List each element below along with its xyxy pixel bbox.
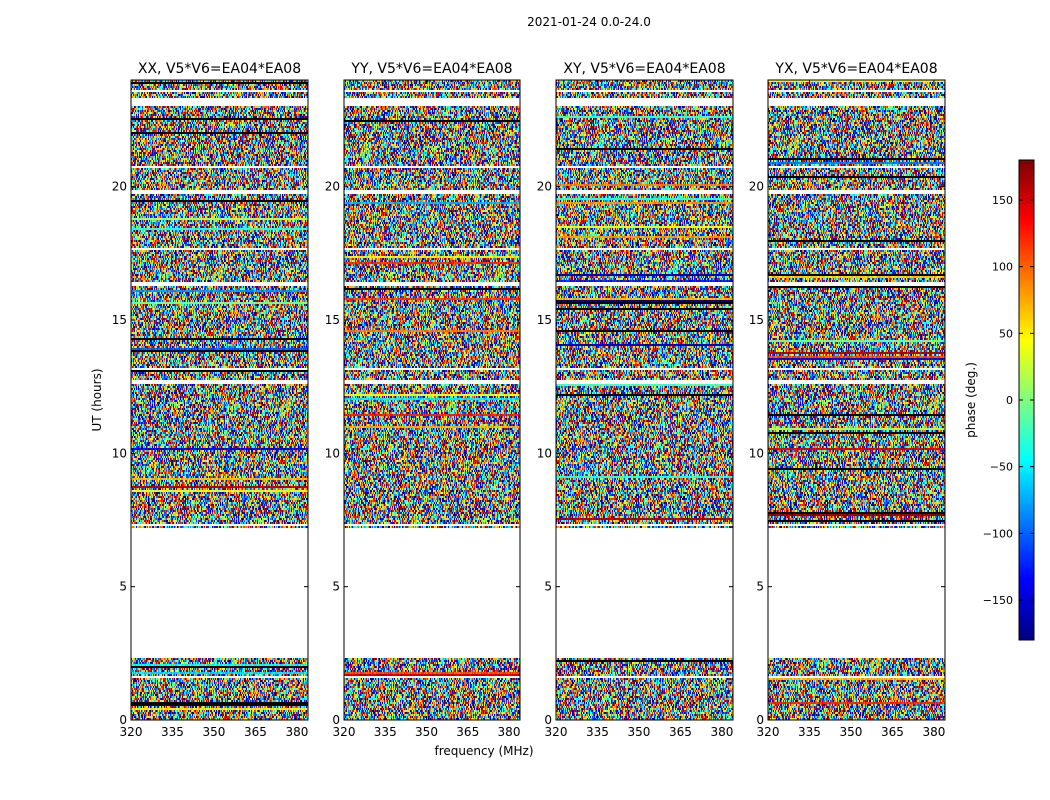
- panel-title: XX, V5*V6=EA04*EA08: [138, 61, 301, 77]
- x-tick-label: 320: [757, 725, 780, 739]
- y-tick-label: 10: [537, 446, 552, 460]
- panel-title: YX, V5*V6=EA04*EA08: [774, 61, 937, 77]
- y-tick-label: 15: [112, 313, 127, 327]
- y-tick-label: 5: [119, 580, 127, 594]
- y-axis-label: UT (hours): [90, 368, 104, 431]
- colorbar: [1019, 160, 1034, 640]
- colorbar-tick-label: 100: [992, 261, 1013, 274]
- y-tick-label: 0: [332, 713, 340, 727]
- heatmap-yy: [344, 80, 520, 720]
- x-tick-label: 365: [669, 725, 692, 739]
- x-axis-label: frequency (MHz): [434, 744, 533, 758]
- y-tick-label: 10: [749, 446, 764, 460]
- colorbar-tick-label: 0: [1006, 394, 1013, 407]
- y-tick-label: 15: [325, 313, 340, 327]
- y-tick-label: 5: [756, 580, 764, 594]
- y-tick-label: 15: [749, 313, 764, 327]
- panel-title: XY, V5*V6=EA04*EA08: [563, 61, 725, 77]
- x-tick-label: 320: [120, 725, 143, 739]
- x-tick-label: 335: [586, 725, 609, 739]
- panel-title: YY, V5*V6=EA04*EA08: [350, 61, 512, 77]
- y-tick-label: 0: [544, 713, 552, 727]
- y-tick-label: 0: [756, 713, 764, 727]
- colorbar-tick-label: −100: [983, 527, 1013, 540]
- x-tick-label: 380: [922, 725, 945, 739]
- x-tick-label: 350: [628, 725, 651, 739]
- y-tick-label: 20: [325, 180, 340, 194]
- colorbar-tick-label: 50: [999, 327, 1013, 340]
- x-tick-label: 335: [161, 725, 184, 739]
- panel-frame: [767, 79, 946, 721]
- chart-title: 2021-01-24 0.0-24.0: [527, 15, 651, 29]
- x-tick-label: 320: [545, 725, 568, 739]
- y-tick-label: 20: [749, 180, 764, 194]
- y-tick-label: 0: [119, 713, 127, 727]
- x-tick-label: 320: [333, 725, 356, 739]
- y-tick-label: 10: [112, 446, 127, 460]
- colorbar-tick-label: −150: [983, 594, 1013, 607]
- y-tick-label: 5: [332, 580, 340, 594]
- y-tick-label: 10: [325, 446, 340, 460]
- x-tick-label: 350: [840, 725, 863, 739]
- x-tick-label: 365: [456, 725, 479, 739]
- y-tick-label: 15: [537, 313, 552, 327]
- y-tick-label: 5: [544, 580, 552, 594]
- y-tick-label: 20: [537, 180, 552, 194]
- x-tick-label: 365: [881, 725, 904, 739]
- heatmap-yx: [768, 80, 945, 720]
- colorbar-tick-label: −50: [990, 461, 1013, 474]
- x-tick-label: 335: [798, 725, 821, 739]
- heatmap-xx: [131, 80, 308, 720]
- heatmap-xy: [556, 80, 733, 720]
- x-tick-label: 335: [374, 725, 397, 739]
- x-tick-label: 380: [710, 725, 733, 739]
- y-tick-label: 20: [112, 180, 127, 194]
- panel-frame: [555, 79, 734, 721]
- x-tick-label: 380: [498, 725, 521, 739]
- colorbar-tick-label: 150: [992, 194, 1013, 207]
- panel-frame: [130, 79, 309, 721]
- panel-frame: [343, 79, 521, 721]
- x-tick-label: 350: [203, 725, 226, 739]
- colorbar-label: phase (deg.): [964, 362, 978, 438]
- x-tick-label: 380: [285, 725, 308, 739]
- x-tick-label: 365: [244, 725, 267, 739]
- x-tick-label: 350: [415, 725, 438, 739]
